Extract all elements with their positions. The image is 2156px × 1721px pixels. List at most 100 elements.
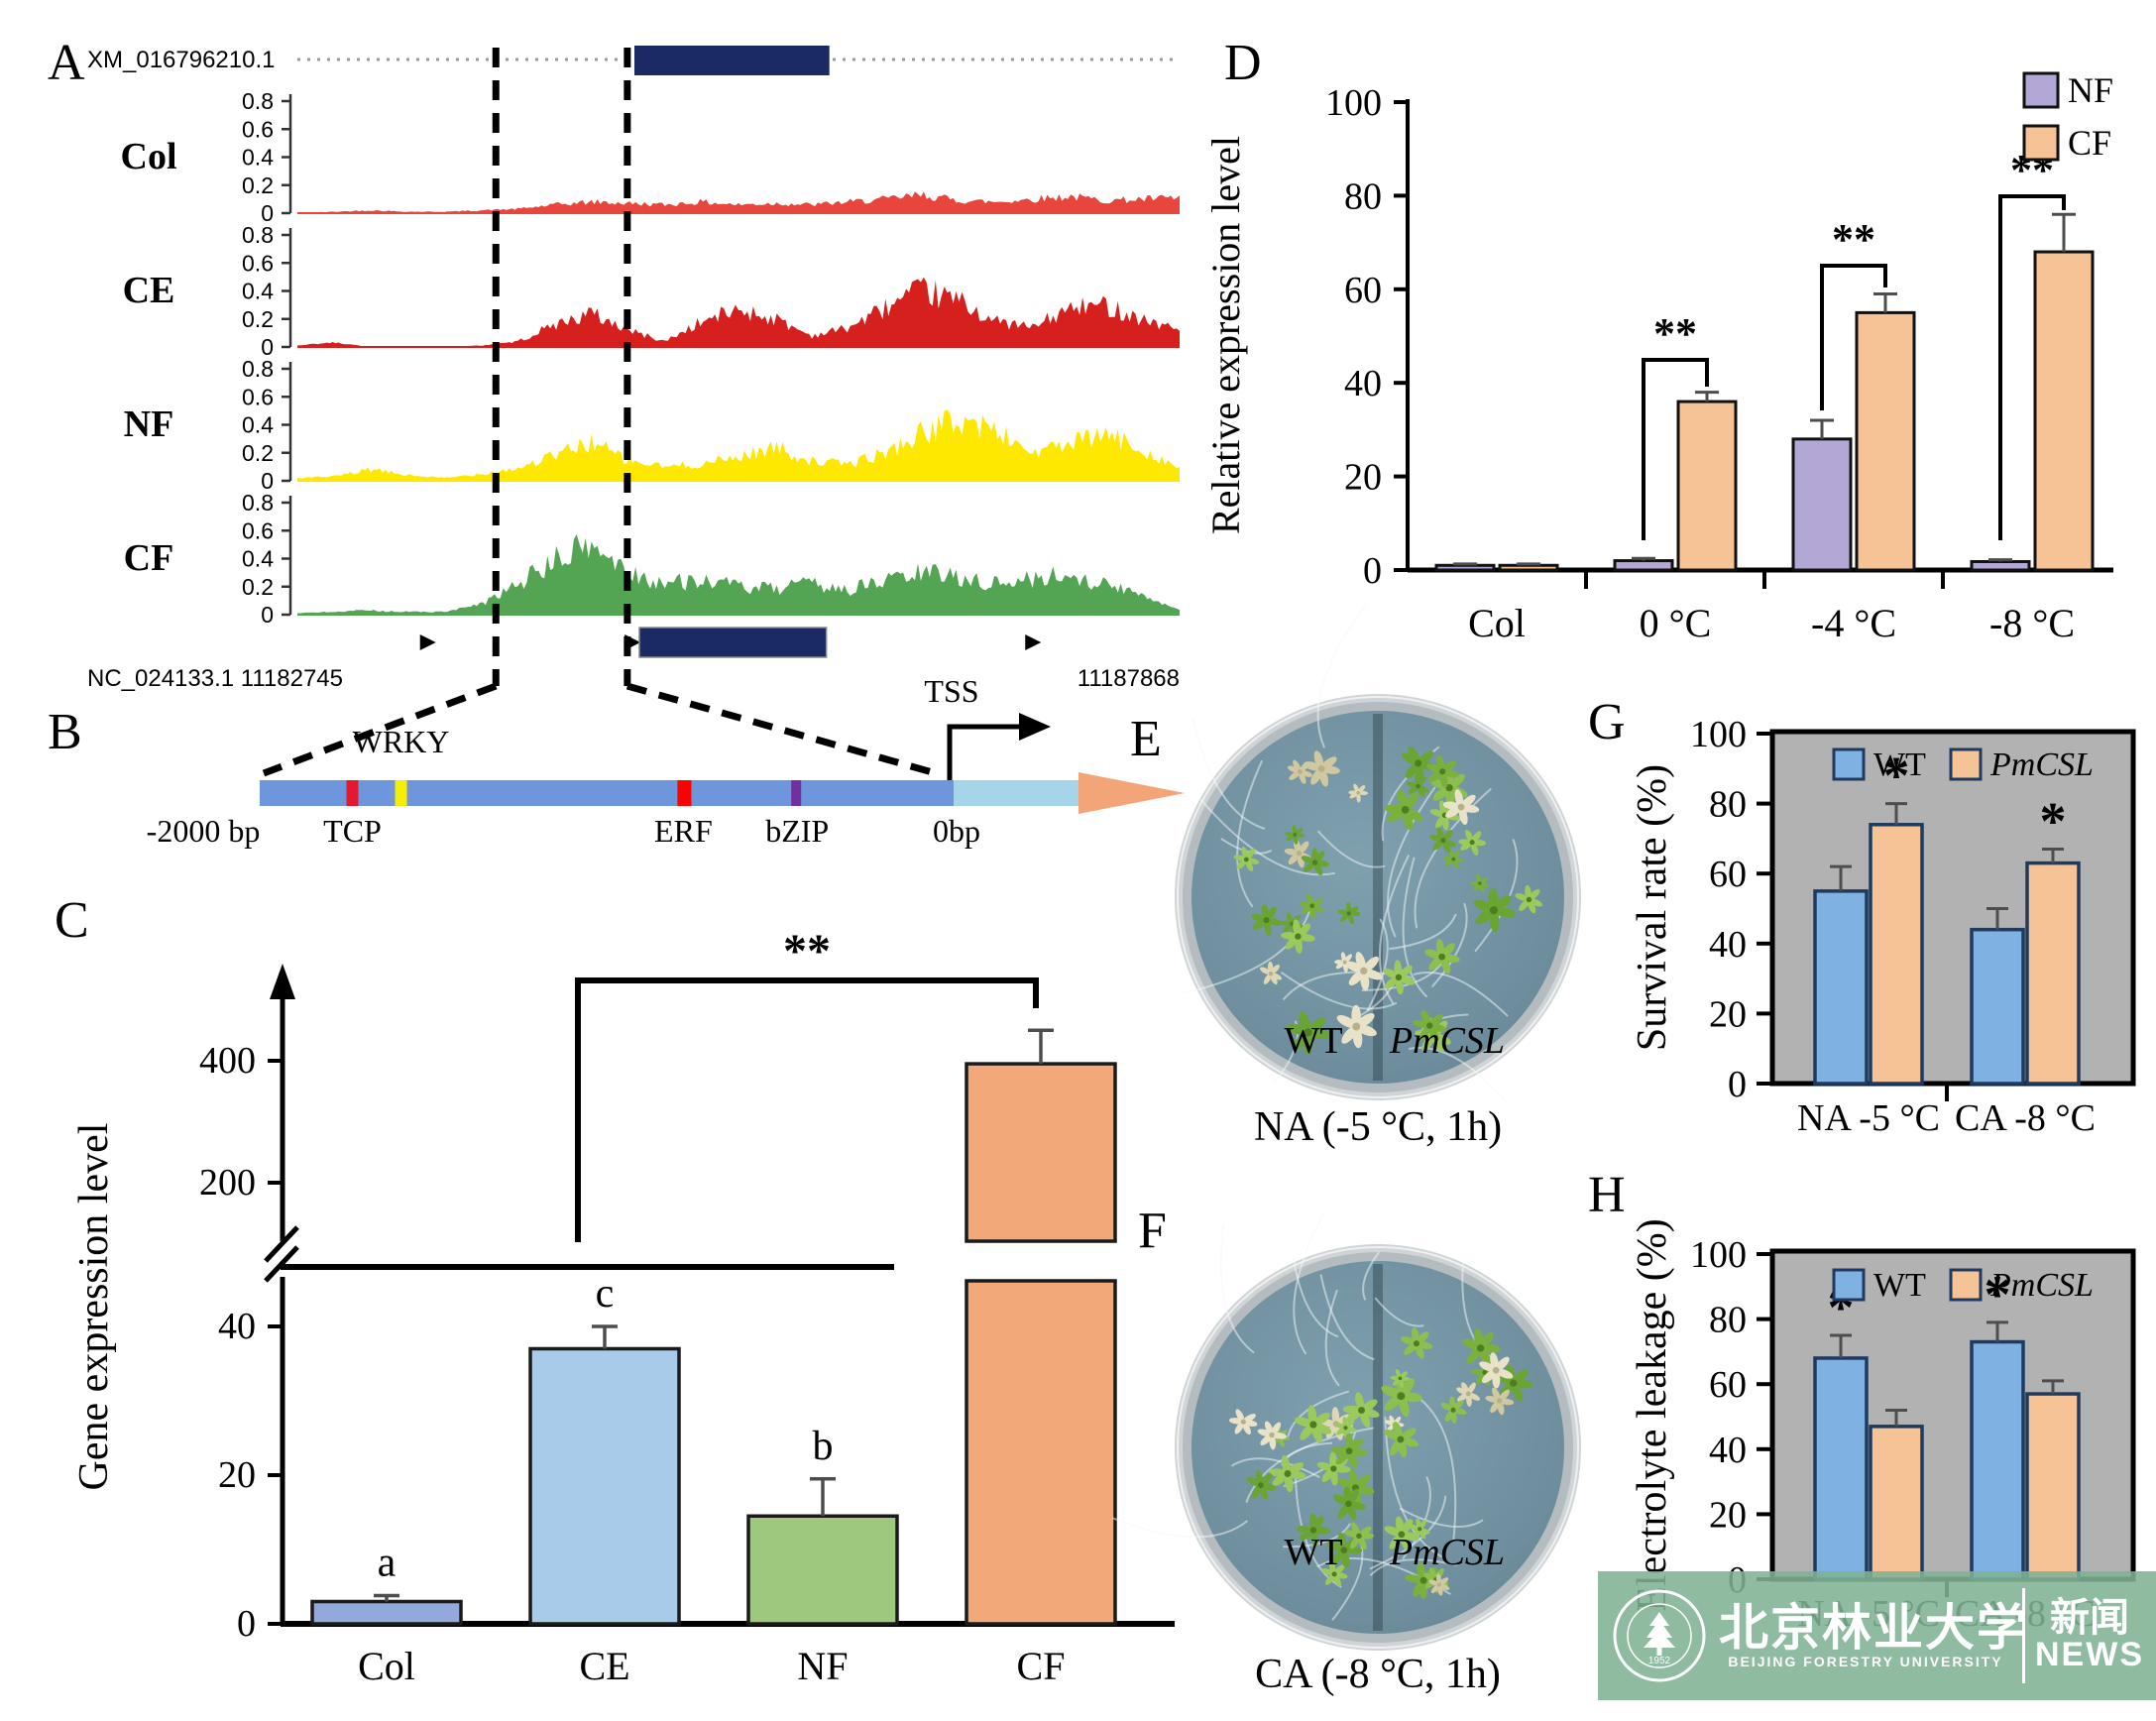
leaf — [1466, 1347, 1482, 1364]
promoter-bar — [260, 780, 954, 806]
leaf — [1299, 771, 1306, 784]
leaf — [1460, 794, 1476, 808]
rosette-center — [1356, 790, 1361, 795]
petri-dish-photo: WT PmCSL — [1111, 1212, 1581, 1651]
root-strand — [1408, 1047, 1507, 1101]
bar-pmcsl-2 — [2025, 1379, 2081, 1581]
legend-swatch-wt — [1832, 1268, 1866, 1302]
x-category-label: 0 °C — [1640, 601, 1712, 645]
root-strand — [1413, 971, 1509, 1017]
y-tick-label: 40 — [218, 1306, 256, 1347]
seedling-rosette — [1269, 1454, 1306, 1493]
bar-pmcsl-1 — [1869, 1408, 1924, 1581]
leaf — [1278, 1437, 1285, 1447]
seal-year: 1952 — [1648, 1656, 1671, 1666]
leaf — [1293, 1031, 1309, 1051]
leaf — [1479, 876, 1488, 884]
seedling-rosette — [1458, 829, 1487, 856]
rosette-center — [1268, 971, 1274, 976]
x-category-label: Col — [1468, 601, 1526, 645]
rosette-center — [1526, 896, 1532, 903]
leaf — [1316, 1461, 1334, 1471]
plate-divider — [1373, 1264, 1383, 1631]
panel-a-track-col: 0.80.6 0.40.20 Col — [121, 88, 1180, 226]
root-strand — [1378, 854, 1411, 1005]
rosette-center — [1311, 860, 1318, 865]
track-tick-label: 0.2 — [242, 172, 274, 198]
legend-swatch-cf — [2022, 124, 2060, 162]
x-category-label: NA -5 °C — [1797, 1097, 1940, 1139]
bar-rect — [2025, 860, 2081, 1086]
rosette-center — [1343, 1426, 1348, 1431]
motif-label-erf: ERF — [654, 813, 713, 849]
leaf — [1333, 1564, 1345, 1575]
bar-rect — [1970, 560, 2031, 572]
panel-g-grouped-bar-chart: 0 20 40 60 80 100 Survival rate (%) NA -5 °C * CA… — [1630, 714, 2136, 1139]
leaf — [1251, 1484, 1262, 1499]
leaf — [1286, 912, 1294, 924]
motif-label-bzip: bZIP — [765, 813, 829, 849]
bar-rect — [2025, 1392, 2081, 1581]
motif-label-tcp: TCP — [323, 813, 382, 849]
leaf — [1342, 1405, 1362, 1415]
leaf — [1436, 754, 1445, 772]
leaf — [1428, 1025, 1439, 1041]
leaf — [1428, 956, 1443, 971]
rosette-center — [1445, 783, 1453, 792]
panel-label-e: E — [1130, 711, 1162, 767]
leaf — [1513, 1369, 1529, 1384]
bar-rect — [1498, 563, 1559, 572]
rosette-center — [1397, 1392, 1406, 1401]
leaf — [1490, 1400, 1501, 1413]
rosette-center — [1331, 1571, 1337, 1577]
leaf — [1287, 765, 1301, 773]
bar-cf-2 — [1676, 391, 1738, 572]
rosette-center — [1416, 783, 1420, 789]
y-tick-label: 20 — [1709, 1494, 1747, 1536]
rosette-center — [1492, 1366, 1500, 1374]
leaf — [1442, 839, 1456, 848]
root-strand — [1374, 1297, 1424, 1327]
seedling-rosette — [1337, 901, 1361, 925]
rosette-center — [1482, 1369, 1488, 1376]
bar-rect — [1613, 559, 1674, 572]
seedling-rosette — [1233, 847, 1260, 871]
y-tick-label: 0 — [237, 1603, 256, 1645]
leaf — [1476, 1372, 1486, 1385]
significance-bracket — [1642, 358, 1709, 540]
leaf — [1418, 1529, 1426, 1540]
y-tick-label: 20 — [1344, 457, 1382, 499]
root-strand — [1219, 1224, 1255, 1354]
seedling-rosette — [1229, 1409, 1258, 1435]
rosette-center — [1240, 1419, 1246, 1425]
seedling-rosette — [1342, 1392, 1380, 1429]
track-name: CF — [124, 537, 174, 579]
y-tick-label: 200 — [199, 1162, 256, 1204]
leaf — [1264, 920, 1272, 937]
leaf — [1363, 956, 1379, 973]
y-tick-label: 40 — [1709, 1430, 1747, 1471]
legend: NF CF — [2022, 70, 2113, 163]
leaf — [1442, 801, 1462, 810]
leaf — [1461, 1382, 1470, 1395]
rosette-center — [1342, 960, 1347, 965]
leaf — [1337, 1503, 1350, 1519]
leaf — [1428, 1579, 1439, 1586]
leaf — [1408, 785, 1418, 795]
promoter-start-label: -2000 bp — [147, 813, 261, 849]
root-strand — [1319, 1274, 1375, 1361]
rosette-center — [1497, 1398, 1503, 1404]
leaf — [1299, 1011, 1310, 1033]
leaf — [1347, 913, 1355, 925]
leaf — [1458, 807, 1468, 825]
axis-break-slash-2 — [264, 1225, 299, 1263]
leaf — [1493, 895, 1512, 912]
root-strand — [1402, 857, 1428, 998]
leaf — [1348, 970, 1365, 985]
leaf — [1337, 909, 1349, 915]
leaf — [1454, 789, 1464, 808]
seedling-rosette — [1456, 1382, 1481, 1407]
leaf — [1415, 1343, 1424, 1359]
root-strand — [1191, 717, 1266, 830]
